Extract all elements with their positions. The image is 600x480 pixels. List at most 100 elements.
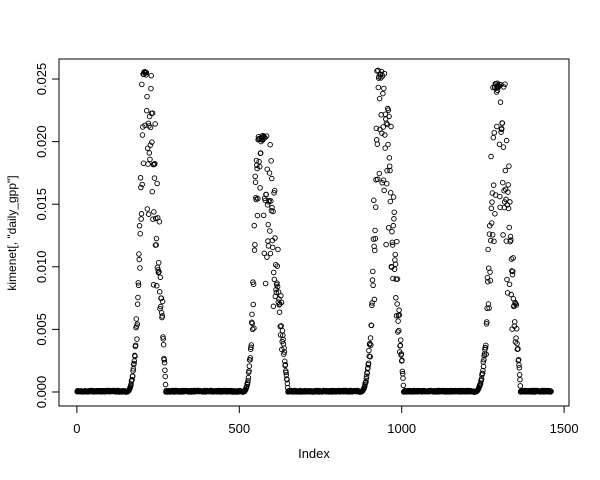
data-point xyxy=(144,206,151,212)
data-point xyxy=(502,167,509,174)
data-point xyxy=(386,163,393,169)
data-point xyxy=(262,280,269,287)
data-point xyxy=(480,363,487,370)
data-point xyxy=(284,376,290,383)
data-point xyxy=(274,280,280,286)
data-point xyxy=(131,360,137,367)
data-point xyxy=(138,184,144,191)
data-point xyxy=(487,237,494,244)
data-point xyxy=(485,278,491,285)
data-point xyxy=(268,198,274,204)
data-point xyxy=(397,342,404,349)
data-point xyxy=(482,345,489,351)
data-point xyxy=(517,376,523,383)
data-point xyxy=(392,251,398,258)
data-point xyxy=(263,133,270,139)
data-point xyxy=(262,135,268,141)
data-point xyxy=(154,180,160,187)
data-point xyxy=(497,99,504,105)
data-point xyxy=(510,268,516,275)
data-point xyxy=(484,274,491,281)
data-point xyxy=(282,361,289,368)
data-point xyxy=(156,218,163,225)
data-point xyxy=(367,353,373,360)
data-point xyxy=(281,351,287,357)
data-point xyxy=(500,84,507,90)
data-point xyxy=(374,176,381,183)
data-point xyxy=(257,150,264,156)
data-point xyxy=(153,235,160,242)
data-point xyxy=(494,123,500,130)
data-point xyxy=(151,161,157,168)
data-point xyxy=(371,296,378,303)
data-point xyxy=(261,250,268,257)
data-point xyxy=(247,355,254,361)
data-point xyxy=(150,282,157,288)
data-point xyxy=(266,170,273,176)
data-point xyxy=(268,158,274,164)
data-point xyxy=(132,342,139,348)
data-point xyxy=(382,132,388,138)
data-point xyxy=(391,266,398,272)
data-point xyxy=(262,197,269,204)
data-point xyxy=(161,357,167,363)
data-point xyxy=(516,365,523,371)
data-point xyxy=(267,228,273,234)
data-point xyxy=(135,280,142,286)
data-point xyxy=(513,302,520,308)
data-point xyxy=(138,211,145,217)
data-point xyxy=(512,339,519,345)
data-point xyxy=(149,188,155,195)
data-point xyxy=(376,170,383,177)
data-point xyxy=(390,194,397,200)
data-point xyxy=(385,141,391,148)
data-point xyxy=(368,342,374,348)
data-point xyxy=(383,241,389,248)
data-point xyxy=(503,196,509,203)
data-point xyxy=(394,238,400,245)
data-point xyxy=(487,277,494,284)
data-point xyxy=(376,95,383,102)
data-point xyxy=(261,133,267,140)
data-point xyxy=(152,121,158,127)
data-point xyxy=(400,375,406,381)
data-point xyxy=(249,311,255,318)
data-point xyxy=(137,230,143,237)
data-point xyxy=(382,145,388,151)
data-point xyxy=(395,318,401,324)
data-point xyxy=(500,144,507,150)
data-point xyxy=(280,332,286,339)
data-point xyxy=(264,254,270,260)
data-point xyxy=(263,191,270,198)
data-point xyxy=(489,199,495,205)
data-point xyxy=(162,367,168,373)
data-point xyxy=(145,211,152,217)
data-point xyxy=(156,269,162,275)
data-point xyxy=(134,336,140,342)
data-point xyxy=(275,246,281,253)
data-point xyxy=(270,269,277,276)
data-point xyxy=(252,241,258,248)
data-point xyxy=(375,84,382,91)
data-point xyxy=(278,293,284,299)
data-point xyxy=(134,321,141,327)
data-point xyxy=(383,120,390,126)
data-point xyxy=(157,303,164,310)
data-point xyxy=(387,189,394,196)
data-point xyxy=(251,247,258,253)
data-point xyxy=(485,246,491,253)
data-point xyxy=(386,155,393,161)
data-point xyxy=(143,69,150,76)
data-point xyxy=(162,373,168,380)
data-point xyxy=(380,177,387,183)
data-point xyxy=(399,368,406,375)
data-point xyxy=(381,70,388,77)
y-tick-label: 0.025 xyxy=(34,63,49,96)
data-point xyxy=(133,316,140,322)
data-point xyxy=(386,113,392,120)
data-point xyxy=(250,281,257,287)
data-point xyxy=(273,289,280,296)
data-point xyxy=(146,150,153,156)
y-tick-label: 0.015 xyxy=(34,188,49,221)
data-point xyxy=(375,67,381,74)
